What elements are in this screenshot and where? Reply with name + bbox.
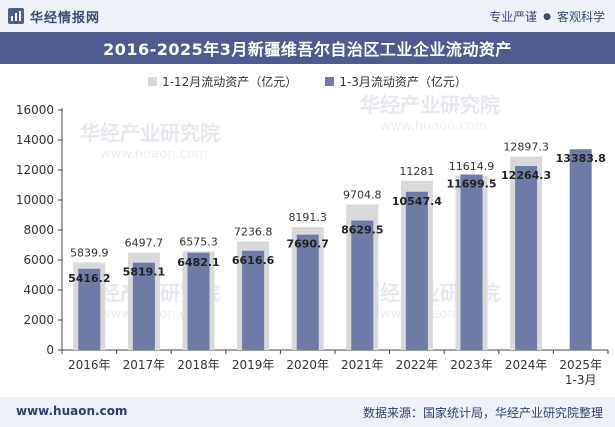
brand-name: 华经情报网 — [30, 10, 101, 26]
x-tick-label: 2022年 — [396, 358, 439, 372]
watermark-text: 华经产业研究院 — [80, 121, 220, 145]
legend-swatch-full-year — [148, 76, 158, 86]
data-label-full-year: 6497.7 — [125, 237, 164, 250]
data-label-q1: 7690.7 — [286, 238, 328, 251]
bar-q1 — [296, 234, 319, 350]
bar-q1 — [132, 262, 155, 350]
y-tick-label: 12000 — [16, 163, 54, 177]
x-tick-label: 2018年 — [177, 358, 220, 372]
y-tick-label: 0 — [46, 343, 54, 357]
footer-url: www.huaon.com — [16, 404, 128, 418]
y-tick-label: 4000 — [23, 283, 54, 297]
bar-q1 — [460, 174, 483, 350]
bar-q1 — [515, 166, 538, 350]
chart-svg: 华经产业研究院 www.huaon.com 华经产业研究院 www.huaon.com… — [16, 93, 609, 387]
data-label-full-year: 9704.8 — [343, 188, 382, 201]
data-label-q1: 5819.1 — [123, 266, 165, 279]
x-tick-label: 2024年 — [505, 358, 548, 372]
slogan-right: 客观科学 — [556, 10, 605, 24]
x-tick-label: 2025年 — [559, 358, 602, 372]
x-tick-label: 2016年 — [68, 358, 111, 372]
slogan-dot-icon: ● — [543, 11, 551, 22]
watermark-url: www.huaon.com — [380, 119, 487, 134]
legend-label-q1: 1-3月流动资产（亿元） — [339, 74, 467, 89]
y-tick-label: 16000 — [16, 103, 54, 117]
bar-q1 — [78, 268, 101, 350]
data-label-q1: 11699.5 — [446, 178, 496, 191]
data-label-full-year: 12897.3 — [503, 141, 549, 154]
x-tick-label: 2023年 — [450, 358, 493, 372]
legend-item-full-year: 1-12月流动资产（亿元） — [148, 73, 297, 90]
top-bar: 华经情报网 专业严谨 ● 客观科学 — [0, 0, 615, 32]
legend-item-q1: 1-3月流动资产（亿元） — [325, 73, 467, 90]
data-label-q1: 12264.3 — [501, 169, 551, 182]
data-label-full-year: 11281 — [399, 165, 434, 178]
bar-q1 — [187, 252, 210, 350]
data-label-full-year: 5839.9 — [70, 246, 109, 259]
bar-q1 — [351, 220, 374, 350]
bar-q1 — [405, 191, 428, 350]
bar-q1 — [242, 250, 265, 350]
y-tick-label: 10000 — [16, 193, 54, 207]
data-label-full-year: 11614.9 — [449, 160, 495, 173]
slogan: 专业严谨 ● 客观科学 — [489, 8, 605, 25]
x-tick-label: 2020年 — [286, 358, 329, 372]
data-label-full-year: 7236.8 — [234, 225, 273, 238]
x-tick-label: 2021年 — [341, 358, 384, 372]
data-label-q1: 10547.4 — [392, 195, 442, 208]
chart-title: 2016-2025年3月新疆维吾尔自治区工业企业流动资产 — [103, 40, 512, 59]
x-tick-label: 2017年 — [123, 358, 166, 372]
y-tick-label: 14000 — [16, 133, 54, 147]
y-tick-label: 8000 — [23, 223, 54, 237]
brand: 华经情报网 — [8, 6, 100, 26]
legend-label-full-year: 1-12月流动资产（亿元） — [162, 74, 298, 89]
data-label-q1: 8629.5 — [341, 224, 383, 237]
slogan-left: 专业严谨 — [489, 10, 538, 24]
title-bar: 2016-2025年3月新疆维吾尔自治区工业企业流动资产 — [0, 32, 615, 64]
labels-layer: 5839.9 5416.2 6497.7 5819.1 6575.3 6482.1 7236… — [68, 141, 606, 285]
watermark-text: 华经产业研究院 — [360, 93, 500, 117]
brand-logo-icon — [8, 8, 24, 24]
y-tick-label: 6000 — [23, 253, 54, 267]
y-tick-label: 2000 — [23, 313, 54, 327]
footer-source: 数据来源：国家统计局，华经产业研究院整理 — [362, 406, 603, 420]
data-label-q1: 13383.8 — [556, 152, 606, 165]
axis-layer: 0 2000 4000 6000 8000 10000 12000 14000 16000 201… — [16, 103, 609, 387]
legend-swatch-q1 — [325, 76, 335, 86]
footer-bar: www.huaon.com 数据来源：国家统计局，华经产业研究院整理 — [0, 397, 615, 427]
bars-layer — [73, 149, 592, 350]
x-tick-label: 1-3月 — [565, 373, 597, 387]
x-tick-label: 2019年 — [232, 358, 275, 372]
bar-q1 — [569, 149, 592, 350]
watermark-url: www.huaon.com — [100, 147, 207, 162]
data-label-q1: 5416.2 — [68, 272, 110, 285]
chart-legend: 1-12月流动资产（亿元） 1-3月流动资产（亿元） — [0, 72, 615, 90]
data-label-full-year: 8191.3 — [288, 211, 327, 224]
data-label-q1: 6482.1 — [177, 256, 219, 269]
data-label-q1: 6616.6 — [232, 254, 275, 267]
data-label-full-year: 6575.3 — [179, 235, 218, 248]
